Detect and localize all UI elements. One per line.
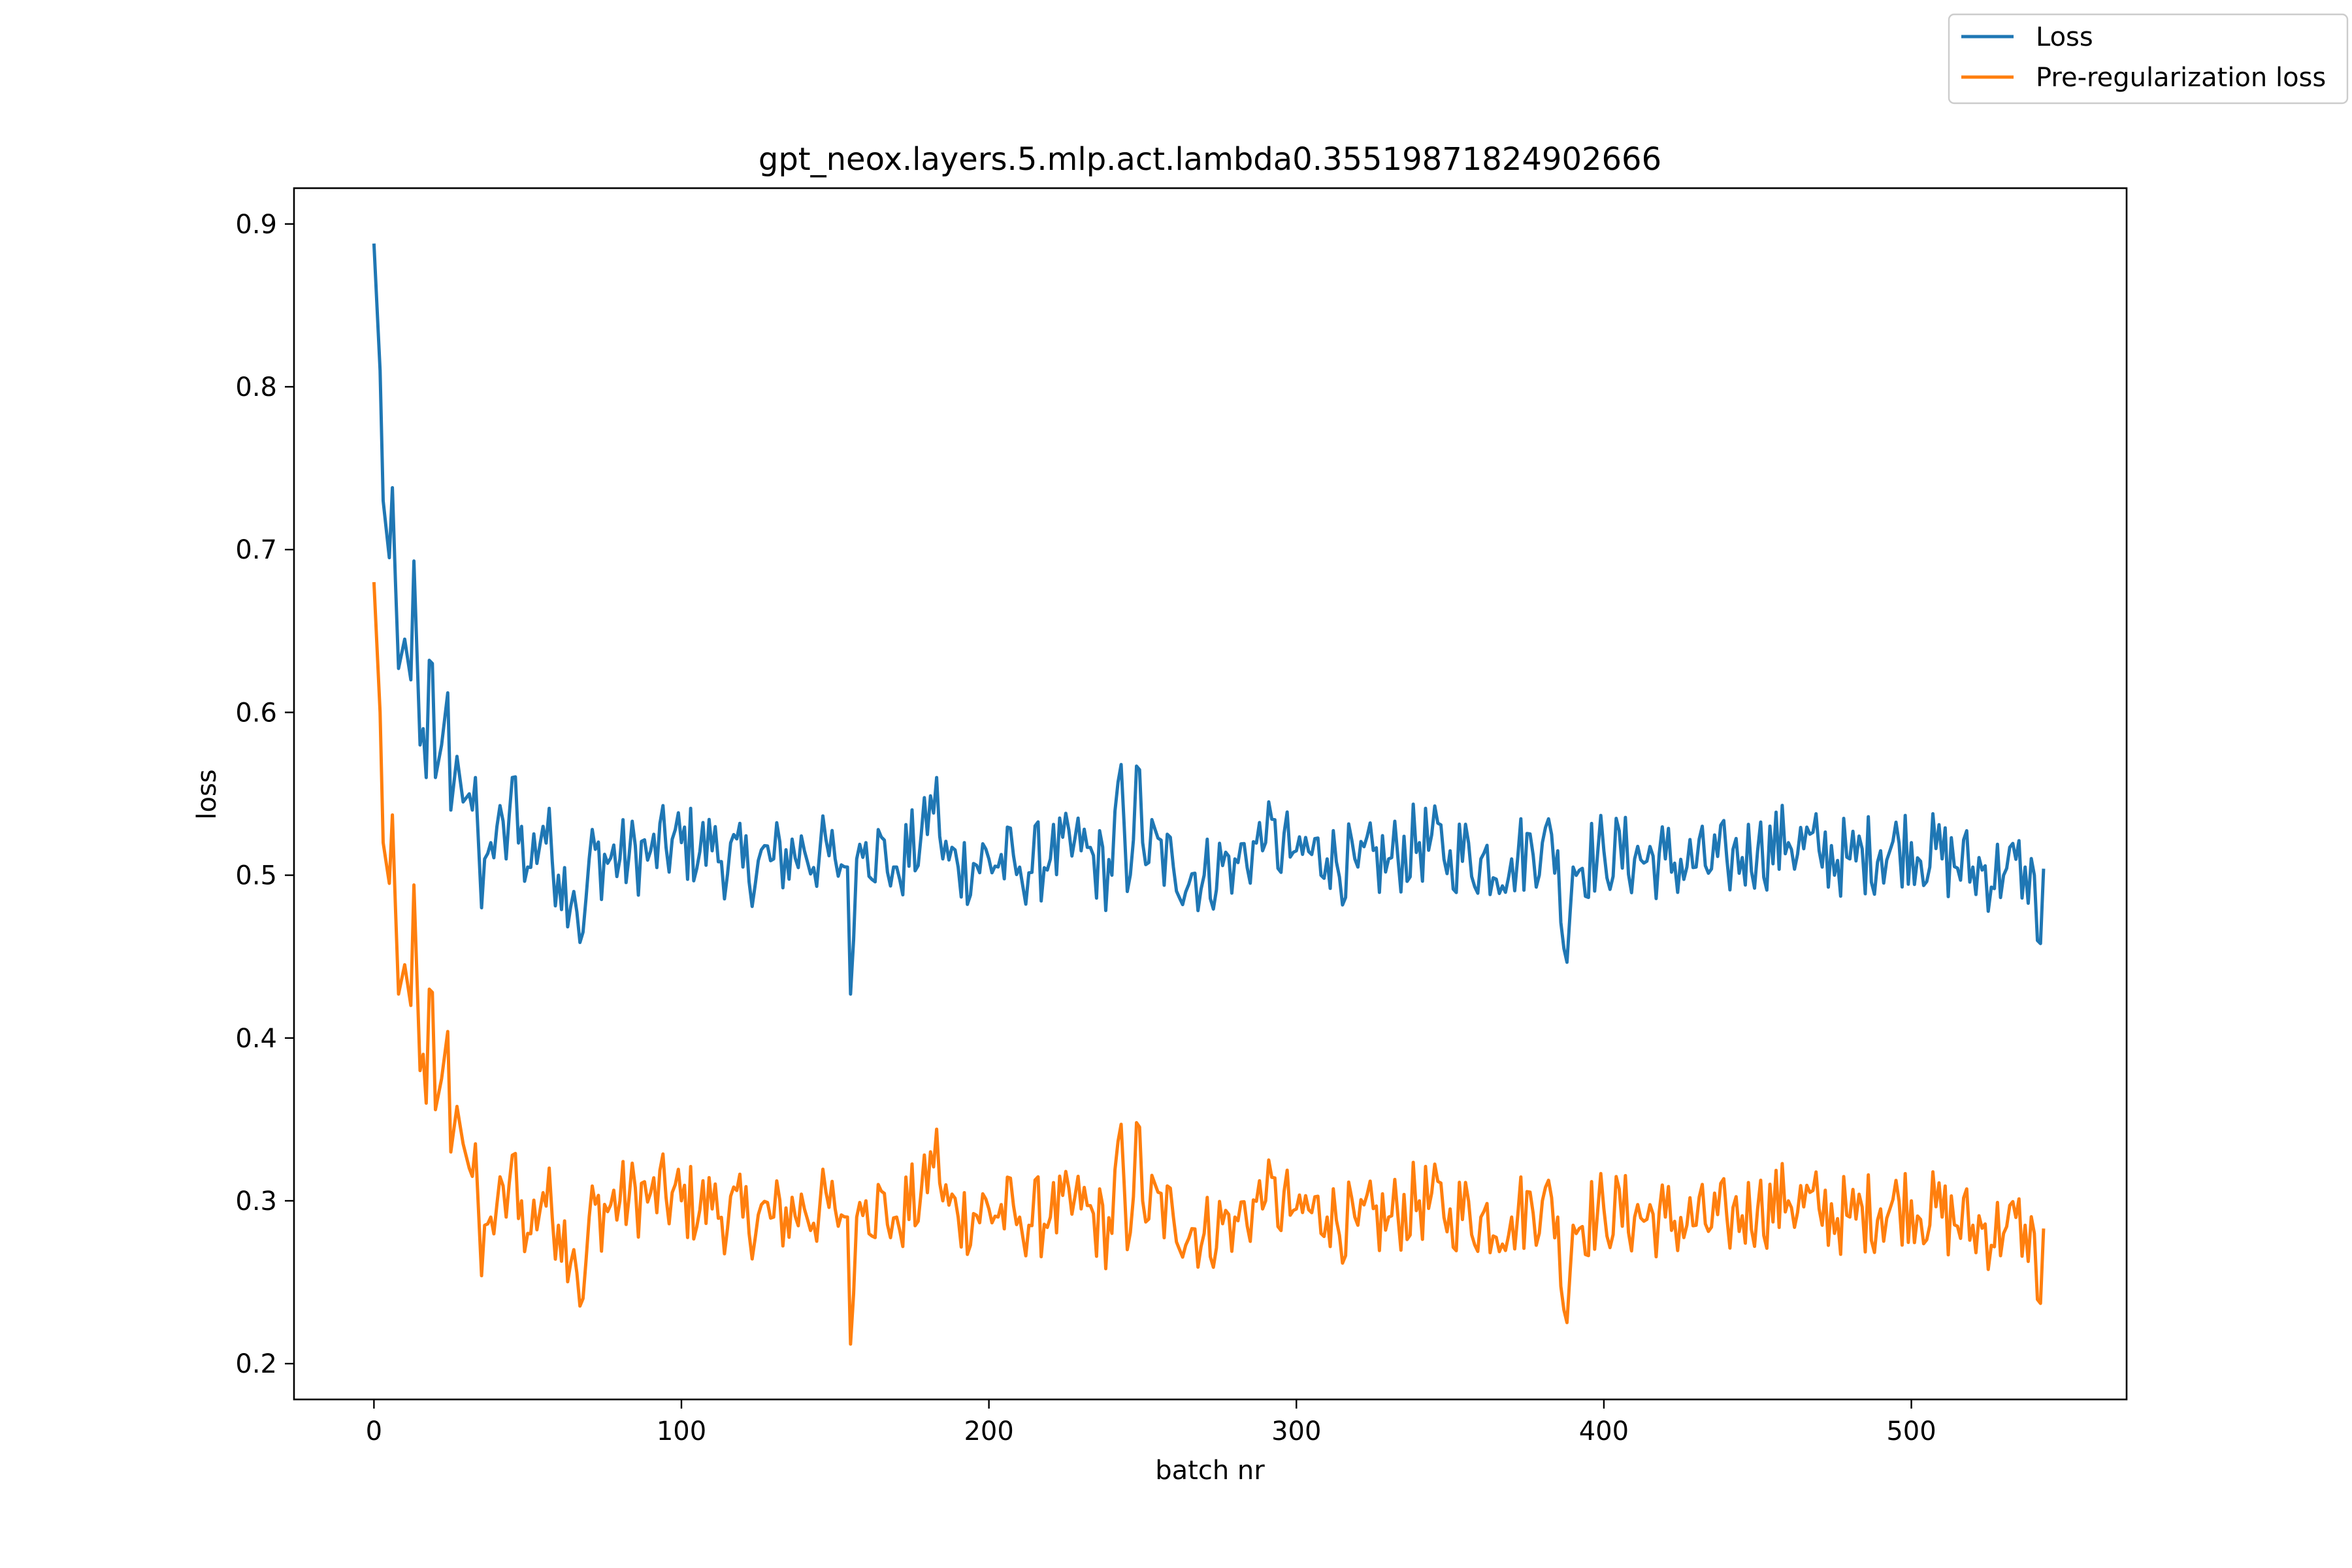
x-tick-label: 200	[964, 1416, 1013, 1446]
axes-frame	[293, 187, 2128, 1401]
legend-label-loss: Loss	[2036, 22, 2093, 52]
series-line-loss	[372, 243, 2046, 996]
y-tick-label: 0.4	[235, 1024, 277, 1054]
y-axis-ticks: 0.2 0.3 0.4 0.5 0.6 0.7 0.8 0.9	[235, 210, 294, 1379]
legend: Loss Pre-regularization loss	[1948, 13, 2349, 105]
x-tick-label: 100	[657, 1416, 706, 1446]
x-tick-label: 500	[1886, 1416, 1936, 1446]
legend-label-pre-regularization-loss: Pre-regularization loss	[2036, 63, 2326, 93]
y-axis-label: loss	[192, 769, 222, 819]
x-axis-ticks: 0 100 200 300 400 500	[366, 1399, 1936, 1446]
y-tick-label: 0.6	[235, 698, 277, 728]
series-line-pre-regularization-loss	[372, 581, 2046, 1346]
legend-box	[1948, 13, 2349, 105]
y-tick-label: 0.5	[235, 861, 277, 891]
y-tick-label: 0.2	[235, 1349, 277, 1379]
y-tick-label: 0.9	[235, 210, 277, 240]
x-tick-label: 400	[1579, 1416, 1629, 1446]
plot-area	[372, 243, 2046, 1346]
x-axis-label: batch nr	[1155, 1456, 1265, 1486]
chart-title: gpt_neox.layers.5.mlp.act.lambda0.355198…	[759, 141, 1661, 178]
x-tick-label: 0	[366, 1416, 382, 1446]
y-tick-label: 0.7	[235, 535, 277, 565]
y-tick-label: 0.3	[235, 1186, 277, 1217]
y-tick-label: 0.8	[235, 372, 277, 402]
series-layer	[372, 243, 2046, 1346]
x-tick-label: 300	[1271, 1416, 1321, 1446]
